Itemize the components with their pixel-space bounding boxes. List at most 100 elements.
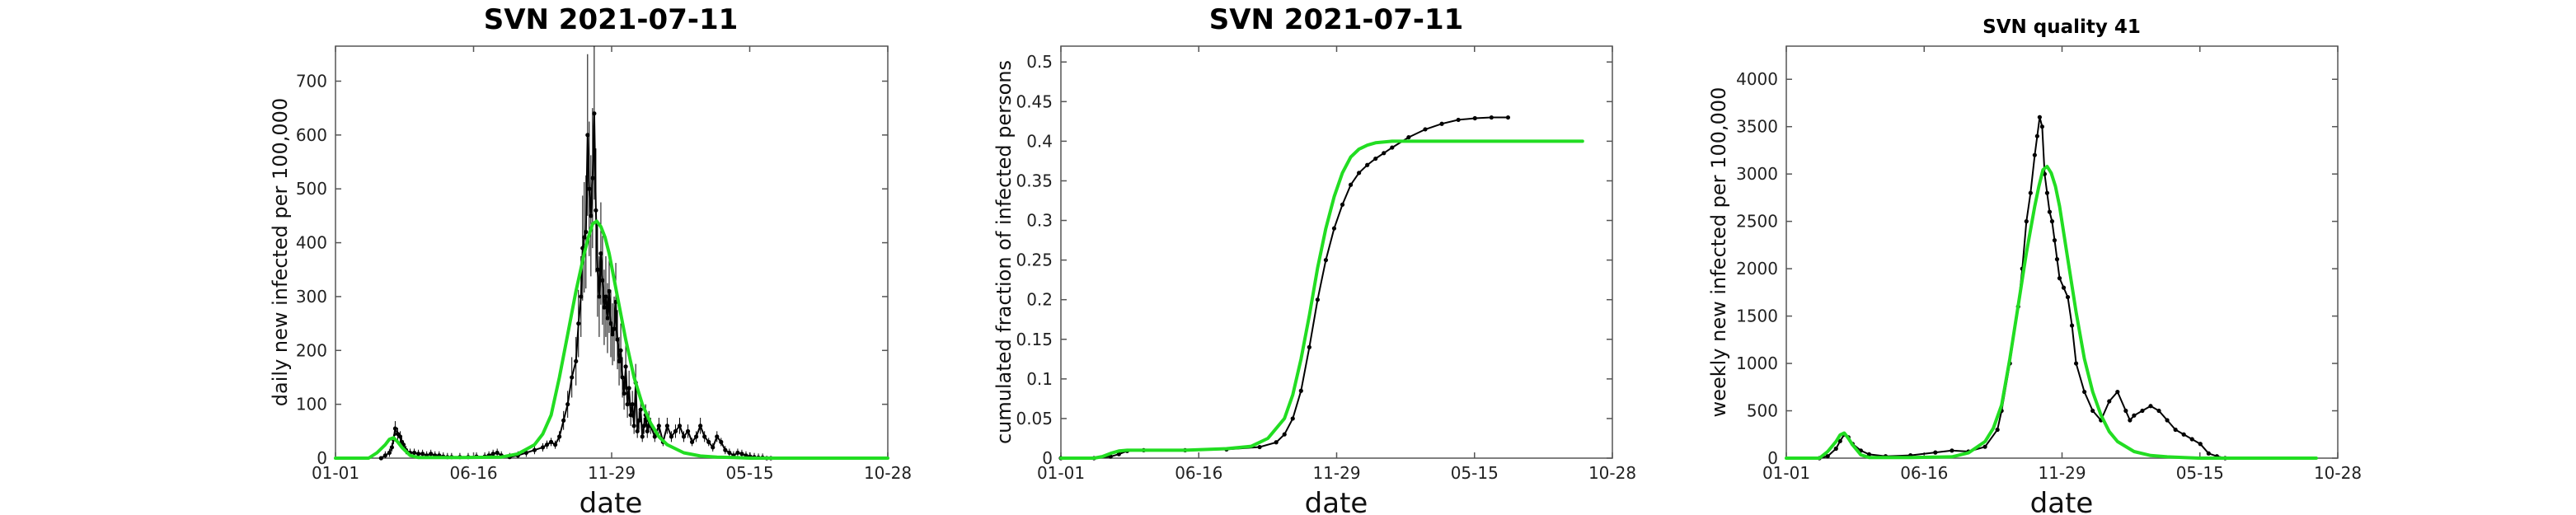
data-point [532,447,537,452]
data-point [636,418,641,423]
data-point [1365,162,1370,167]
data-point [2028,190,2033,195]
y-tick-label: 0.2 [1026,290,1053,310]
data-point [548,439,554,444]
data-point [723,447,728,452]
data-point [2115,389,2120,395]
data-point [1357,171,1362,176]
data-point [2052,238,2058,243]
data-point [677,424,683,428]
chart-title: SVN 2021-07-11 [484,3,739,36]
data-point [1406,134,1411,140]
data-point [1825,454,1830,459]
data-point [2123,408,2128,414]
y-tick-label: 0 [1042,448,1053,468]
data-point [694,434,699,439]
data-point [638,407,643,412]
data-point [1257,444,1262,450]
y-tick-label: 0.3 [1026,211,1053,231]
data-point [618,348,623,353]
data-point [1340,202,1345,207]
y-tick-label: 3500 [1736,117,1778,137]
data-point [2024,219,2029,224]
data-point [617,358,622,363]
data-point [623,364,628,369]
data-point [1489,115,1494,120]
data-point [1274,440,1279,445]
data-point [620,375,625,380]
data-point [2061,285,2067,290]
x-tick-label: 01-01 [1762,463,1810,483]
data-point [669,434,674,439]
data-point [605,316,610,321]
data-point [630,402,635,407]
data-point [592,111,597,116]
y-tick-label: 600 [296,125,327,145]
data-point [387,450,392,456]
y-tick-label: 2000 [1736,259,1778,279]
y-axis-label: daily new infected per 100,000 [269,98,292,406]
data-point [2128,418,2133,423]
data-point [1348,182,1354,187]
y-tick-label: 0.05 [1016,409,1053,428]
data-point [2049,219,2055,224]
y-tick-label: 700 [296,71,327,91]
data-point [576,321,581,326]
data-point [382,453,387,458]
data-point [557,434,562,439]
x-tick-label: 06-16 [1900,463,1948,483]
data-point [640,434,645,439]
data-point [2165,418,2170,423]
data-point [702,434,707,439]
data-point [602,305,607,310]
data-point [664,424,670,428]
data-point [610,332,615,337]
data-point [420,452,425,456]
data-point [1382,151,1387,156]
data-point [2206,451,2211,456]
y-tick-label: 1000 [1736,353,1778,373]
x-tick-label: 06-16 [1175,463,1222,483]
data-point [1390,145,1395,150]
data-point [579,294,584,299]
plot-frame [335,45,889,459]
data-point [2032,152,2037,157]
data-point [2173,427,2178,433]
x-tick-label: 11-29 [588,463,636,483]
y-tick-label: 0.45 [1016,91,1053,111]
plot-frame [1060,45,1613,459]
x-tick-label: 01-01 [312,463,359,483]
data-point [2156,408,2161,414]
x-axis-label: date [1305,487,1368,515]
y-tick-label: 500 [1747,401,1778,421]
data-point [1950,448,1954,453]
data-point [641,424,646,428]
data-point [1833,446,1838,452]
data-point [561,418,566,423]
data-point [607,288,612,293]
y-tick-label: 200 [296,340,327,360]
x-tick-label: 11-29 [1312,463,1360,483]
data-point [603,294,608,299]
data-point [1116,452,1121,456]
data-point [681,434,687,439]
data-point [1323,258,1329,263]
data-point [2107,399,2112,404]
data-point [587,186,592,191]
data-point [495,450,500,456]
x-tick-label: 05-15 [725,463,773,483]
series-line-data [1061,116,1509,459]
x-tick-label: 10-28 [2314,463,2362,483]
data-point [2034,133,2039,138]
data-point [631,424,636,428]
data-point [1315,297,1320,302]
data-point [1933,450,1938,455]
data-point [490,452,495,456]
y-tick-label: 0.5 [1026,52,1053,72]
data-point [1995,427,2000,433]
data-point [544,442,550,447]
data-point [2057,276,2062,281]
chart-panel-daily: SVN 2021-07-11 date daily new infected p… [269,3,912,515]
y-tick-label: 0 [1767,448,1778,468]
